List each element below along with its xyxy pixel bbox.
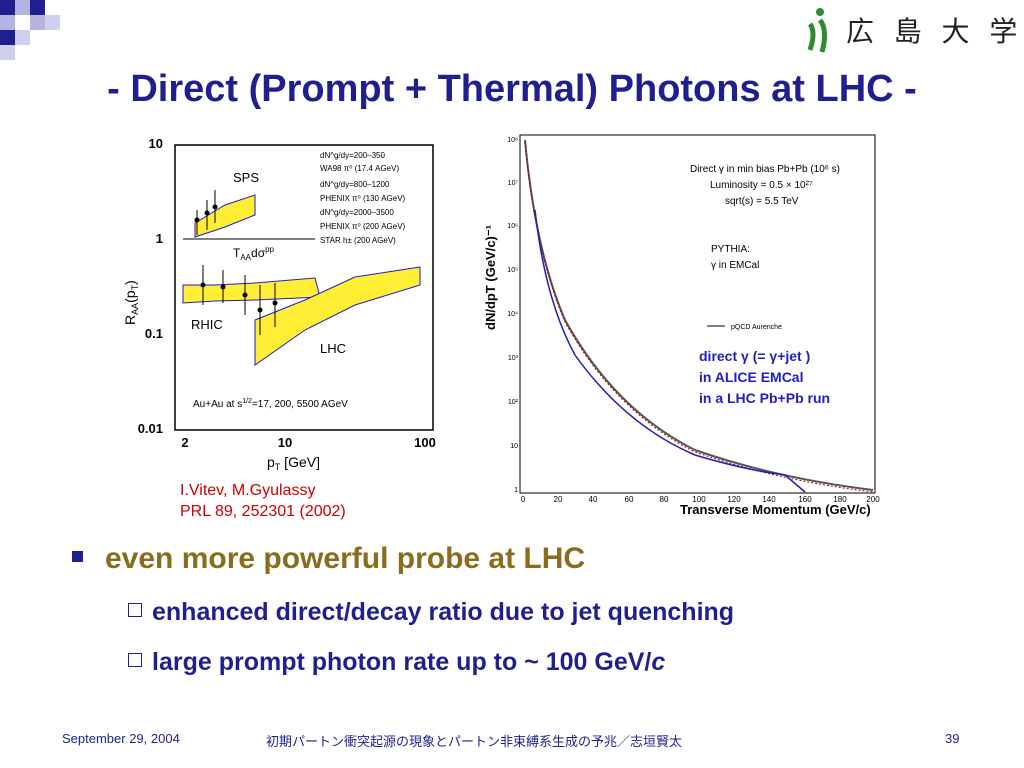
annotation-line: in ALICE EMCal xyxy=(699,369,804,385)
spectrum-yticks: 10⁸ 10⁷ 10⁶ 10⁵ 10⁴ 10³ 10² 10 1 xyxy=(507,137,518,494)
raa-legend-item: dN^g/dy=200–350 xyxy=(320,151,385,160)
svg-text:10³: 10³ xyxy=(508,355,519,362)
citation-authors: I.Vitev, M.Gyulassy xyxy=(180,482,316,499)
svg-text:10⁴: 10⁴ xyxy=(507,311,518,318)
raa-xtick: 10 xyxy=(278,435,292,450)
svg-text:10⁸: 10⁸ xyxy=(507,137,518,144)
svg-text:10⁷: 10⁷ xyxy=(508,180,519,187)
citation-journal: PRL 89, 252301 (2002) xyxy=(180,503,346,520)
raa-ytick: 0.01 xyxy=(138,421,163,436)
main-bullet: even more powerful probe at LHC xyxy=(72,542,585,576)
svg-text:80: 80 xyxy=(660,495,669,504)
spectrum-xlabel: Transverse Momentum (GeV/c) xyxy=(680,502,871,517)
spectrum-xticks: 0 20 40 60 80 100 120 140 160 180 200 xyxy=(521,495,880,504)
hollow-square-bullet-icon xyxy=(128,653,142,668)
svg-text:10⁵: 10⁵ xyxy=(507,267,518,274)
sps-label: SPS xyxy=(233,170,259,185)
university-logo-icon xyxy=(807,8,828,53)
svg-text:40: 40 xyxy=(589,495,598,504)
spectrum-info-line: Luminosity = 0.5 × 10²⁷ xyxy=(710,180,813,191)
taa-label: TAAdσpp xyxy=(233,245,275,262)
raa-legend-item: WA98 π⁰ (17.4 AGeV) xyxy=(320,164,399,173)
svg-text:0: 0 xyxy=(521,495,526,504)
rhic-label: RHIC xyxy=(191,317,223,332)
spectrum-pythia-label: γ in EMCal xyxy=(711,260,759,271)
spectrum-plot: 10⁸ 10⁷ 10⁶ 10⁵ 10⁴ 10³ 10² 10 1 0 20 40… xyxy=(483,134,880,517)
spectrum-legend: pQCD Aurenche xyxy=(731,324,782,331)
square-bullet-icon xyxy=(72,550,83,562)
pythia-curve xyxy=(534,209,806,493)
spectrum-pythia-label: PYTHIA: xyxy=(711,244,750,255)
svg-text:100: 100 xyxy=(692,495,706,504)
spectrum-info-line: Direct γ in min bias Pb+Pb (10⁶ s) xyxy=(690,164,840,175)
raa-ylabel: RAA(pT) xyxy=(122,280,140,325)
footer-title: 初期パートン衝突起源の現象とパートン非束縛系生成の予兆／志垣賢太 xyxy=(266,734,683,749)
raa-xtick: 100 xyxy=(414,435,436,450)
lhc-label: LHC xyxy=(320,341,346,356)
raa-bottom-note: Au+Au at s1/2=17, 200, 5500 AGeV xyxy=(193,398,348,410)
spectrum-info-line: sqrt(s) = 5.5 TeV xyxy=(725,196,799,207)
raa-ytick: 1 xyxy=(156,231,163,246)
slide-title: - Direct (Prompt + Thermal) Photons at L… xyxy=(107,68,917,110)
spectrum-ylabel: dN/dpT (GeV/c)⁻¹ xyxy=(483,225,498,330)
main-bullet-text: even more powerful probe at LHC xyxy=(105,542,586,575)
svg-text:120: 120 xyxy=(727,495,741,504)
raa-legend-item: dN^g/dy=800–1200 xyxy=(320,180,390,189)
spectrum-info: Direct γ in min bias Pb+Pb (10⁶ s) Lumin… xyxy=(690,164,840,271)
raa-data-points xyxy=(194,190,278,335)
raa-ytick: 0.1 xyxy=(145,326,163,341)
citation: I.Vitev, M.Gyulassy PRL 89, 252301 (2002… xyxy=(180,480,346,522)
svg-text:20: 20 xyxy=(554,495,563,504)
svg-text:10⁶: 10⁶ xyxy=(507,223,518,230)
footer-date: September 29, 2004 xyxy=(62,731,180,746)
sub-bullet-text: enhanced direct/decay ratio due to jet q… xyxy=(152,598,735,626)
svg-text:160: 160 xyxy=(798,495,812,504)
hollow-square-bullet-icon xyxy=(128,603,142,618)
raa-xlabel: pT [GeV] xyxy=(267,454,320,472)
svg-text:10: 10 xyxy=(510,443,518,450)
svg-text:140: 140 xyxy=(762,495,776,504)
raa-ytick: 10 xyxy=(149,136,163,151)
svg-text:10²: 10² xyxy=(508,399,519,406)
sub-bullet-italic: c xyxy=(651,648,666,676)
sub-bullet: large prompt photon rate up to ~ 100 GeV… xyxy=(128,648,665,677)
logo-text: 広 島 大 学 xyxy=(846,16,1024,47)
page-number: 39 xyxy=(945,731,960,746)
svg-text:180: 180 xyxy=(833,495,847,504)
raa-legend-item: dN^g/dy=2000–3500 xyxy=(320,208,394,217)
raa-plot: 10 1 0.1 0.01 2 10 100 pT [GeV] RAA(pT) … xyxy=(122,136,436,472)
svg-text:60: 60 xyxy=(625,495,634,504)
raa-legend-item: PHENIX π⁰ (200 AGeV) xyxy=(320,222,406,231)
raa-legend-item: PHENIX π⁰ (130 AGeV) xyxy=(320,194,406,203)
spectrum-plot-frame xyxy=(519,134,876,494)
sub-bullet: enhanced direct/decay ratio due to jet q… xyxy=(128,598,734,627)
corner-decoration xyxy=(0,0,60,60)
raa-xtick: 2 xyxy=(181,435,188,450)
lhc-band xyxy=(254,266,421,366)
svg-text:200: 200 xyxy=(866,495,880,504)
sps-band xyxy=(194,194,256,238)
raa-legend: dN^g/dy=200–350 WA98 π⁰ (17.4 AGeV) dN^g… xyxy=(320,151,406,245)
annotation-line: in a LHC Pb+Pb run xyxy=(699,390,831,406)
sub-bullet-text: large prompt photon rate up to ~ 100 GeV… xyxy=(152,648,652,676)
raa-legend-item: STAR h± (200 AGeV) xyxy=(320,236,396,245)
annotation-line: direct γ (= γ+jet ) xyxy=(699,348,811,364)
spectrum-annotation: direct γ (= γ+jet ) in ALICE EMCal in a … xyxy=(699,346,830,409)
svg-text:1: 1 xyxy=(514,487,518,494)
